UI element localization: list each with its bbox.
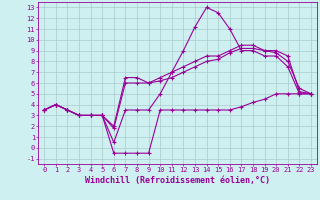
X-axis label: Windchill (Refroidissement éolien,°C): Windchill (Refroidissement éolien,°C) (85, 176, 270, 185)
